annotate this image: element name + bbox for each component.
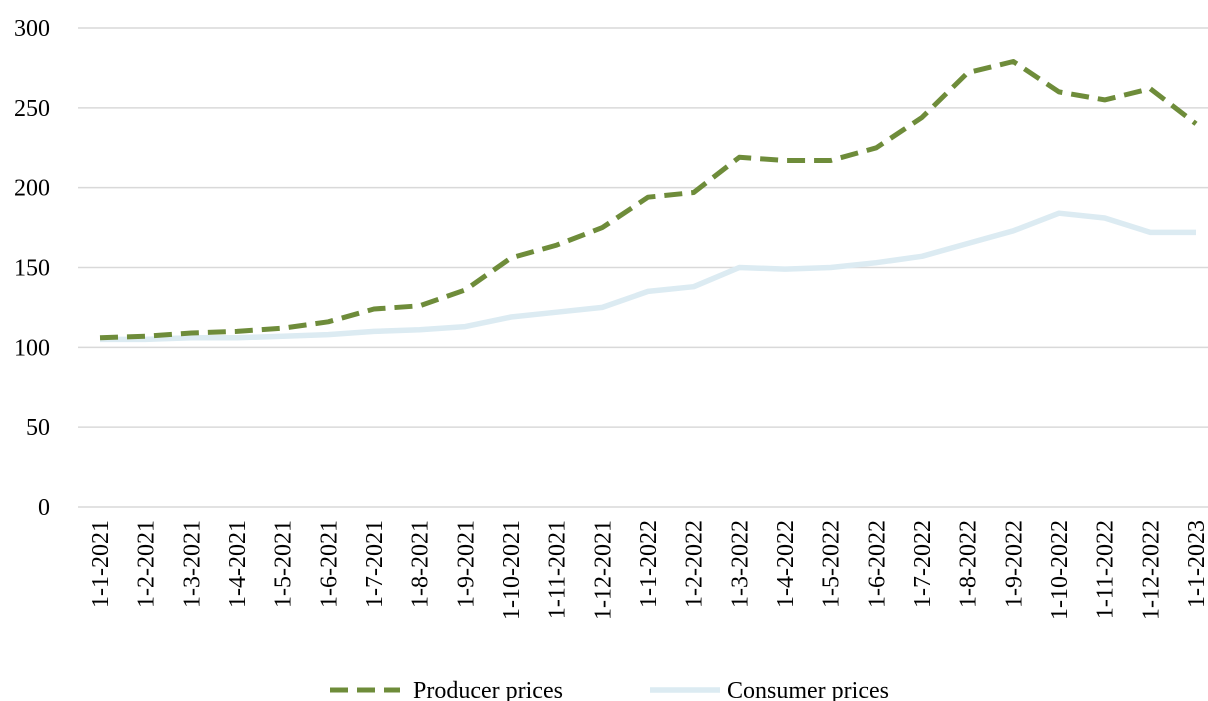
y-axis-tick-labels: 0 50 100 150 200 250 300 [14,16,50,521]
y-tick-label: 300 [14,16,50,42]
x-tick-label: 1-11-2021 [545,520,571,619]
y-tick-label: 100 [14,335,50,361]
y-tick-label: 150 [14,256,50,282]
x-tick-label: 1-7-2022 [910,520,936,608]
x-tick-label: 1-2-2021 [134,520,160,608]
x-tick-label: 1-11-2022 [1093,520,1119,619]
x-tick-label: 1-12-2021 [590,520,616,620]
x-tick-label: 1-9-2022 [1001,520,1027,608]
series-line-producer-prices [99,59,1198,341]
x-tick-label: 1-6-2022 [864,520,890,608]
x-tick-label: 1-4-2022 [773,520,799,608]
x-tick-label: 1-1-2021 [88,520,114,608]
x-tick-label: 1-9-2021 [453,520,479,608]
x-tick-label: 1-10-2021 [499,520,525,620]
y-tick-label: 250 [14,96,50,122]
series-lines [99,59,1198,343]
legend-label: Consumer prices [727,678,889,701]
x-tick-label: 1-3-2022 [727,520,753,608]
legend: Producer prices Consumer prices [330,678,889,701]
y-tick-label: 50 [26,415,50,441]
legend-label: Producer prices [413,678,563,701]
x-tick-label: 1-5-2022 [819,520,845,608]
x-tick-label: 1-1-2022 [636,520,662,608]
x-tick-label: 1-1-2023 [1184,520,1208,608]
x-tick-label: 1-10-2022 [1047,520,1073,620]
x-tick-label: 1-8-2022 [956,520,982,608]
x-tick-label: 1-7-2021 [362,520,388,608]
x-tick-label: 1-8-2021 [408,520,434,608]
x-tick-label: 1-5-2021 [271,520,297,608]
x-tick-label: 1-3-2021 [179,520,205,608]
x-tick-label: 1-6-2021 [316,520,342,608]
x-tick-label: 1-12-2022 [1138,520,1164,620]
y-tick-label: 0 [38,495,50,521]
x-tick-label: 1-4-2021 [225,520,251,608]
series-line-consumer-prices [100,210,1196,343]
y-tick-label: 200 [14,176,50,202]
x-axis-tick-labels: 1-1-2021 1-2-2021 1-3-2021 1-4-2021 1-5-2021… [88,520,1208,620]
gridlines [78,27,1208,508]
x-tick-label: 1-2-2022 [682,520,708,608]
